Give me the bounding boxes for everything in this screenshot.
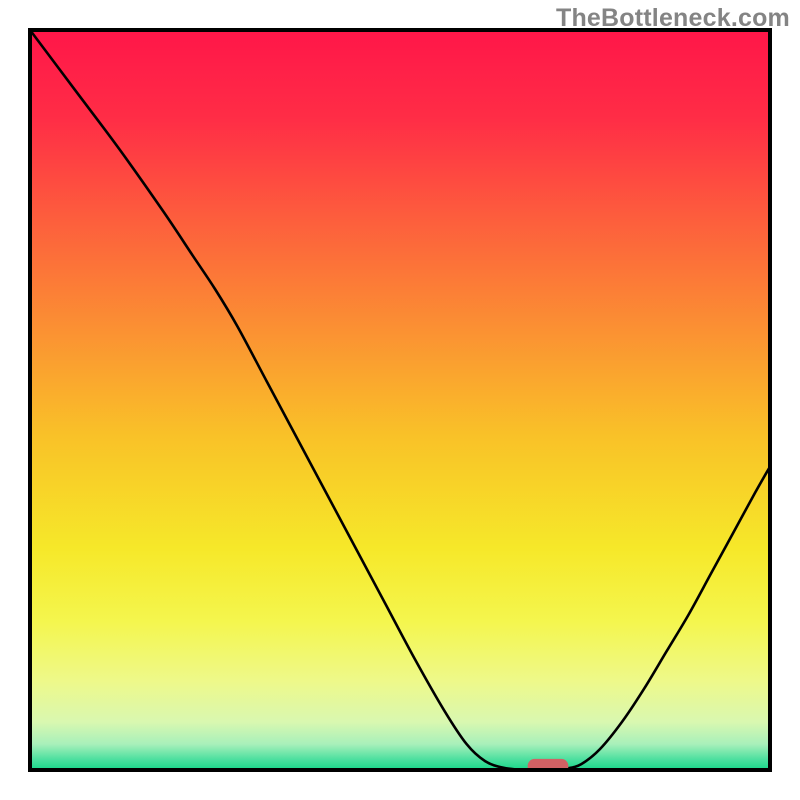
bottleneck-chart [0, 0, 800, 800]
chart-frame: TheBottleneck.com [0, 0, 800, 800]
watermark-label: TheBottleneck.com [556, 4, 790, 33]
plot-background [30, 30, 770, 770]
